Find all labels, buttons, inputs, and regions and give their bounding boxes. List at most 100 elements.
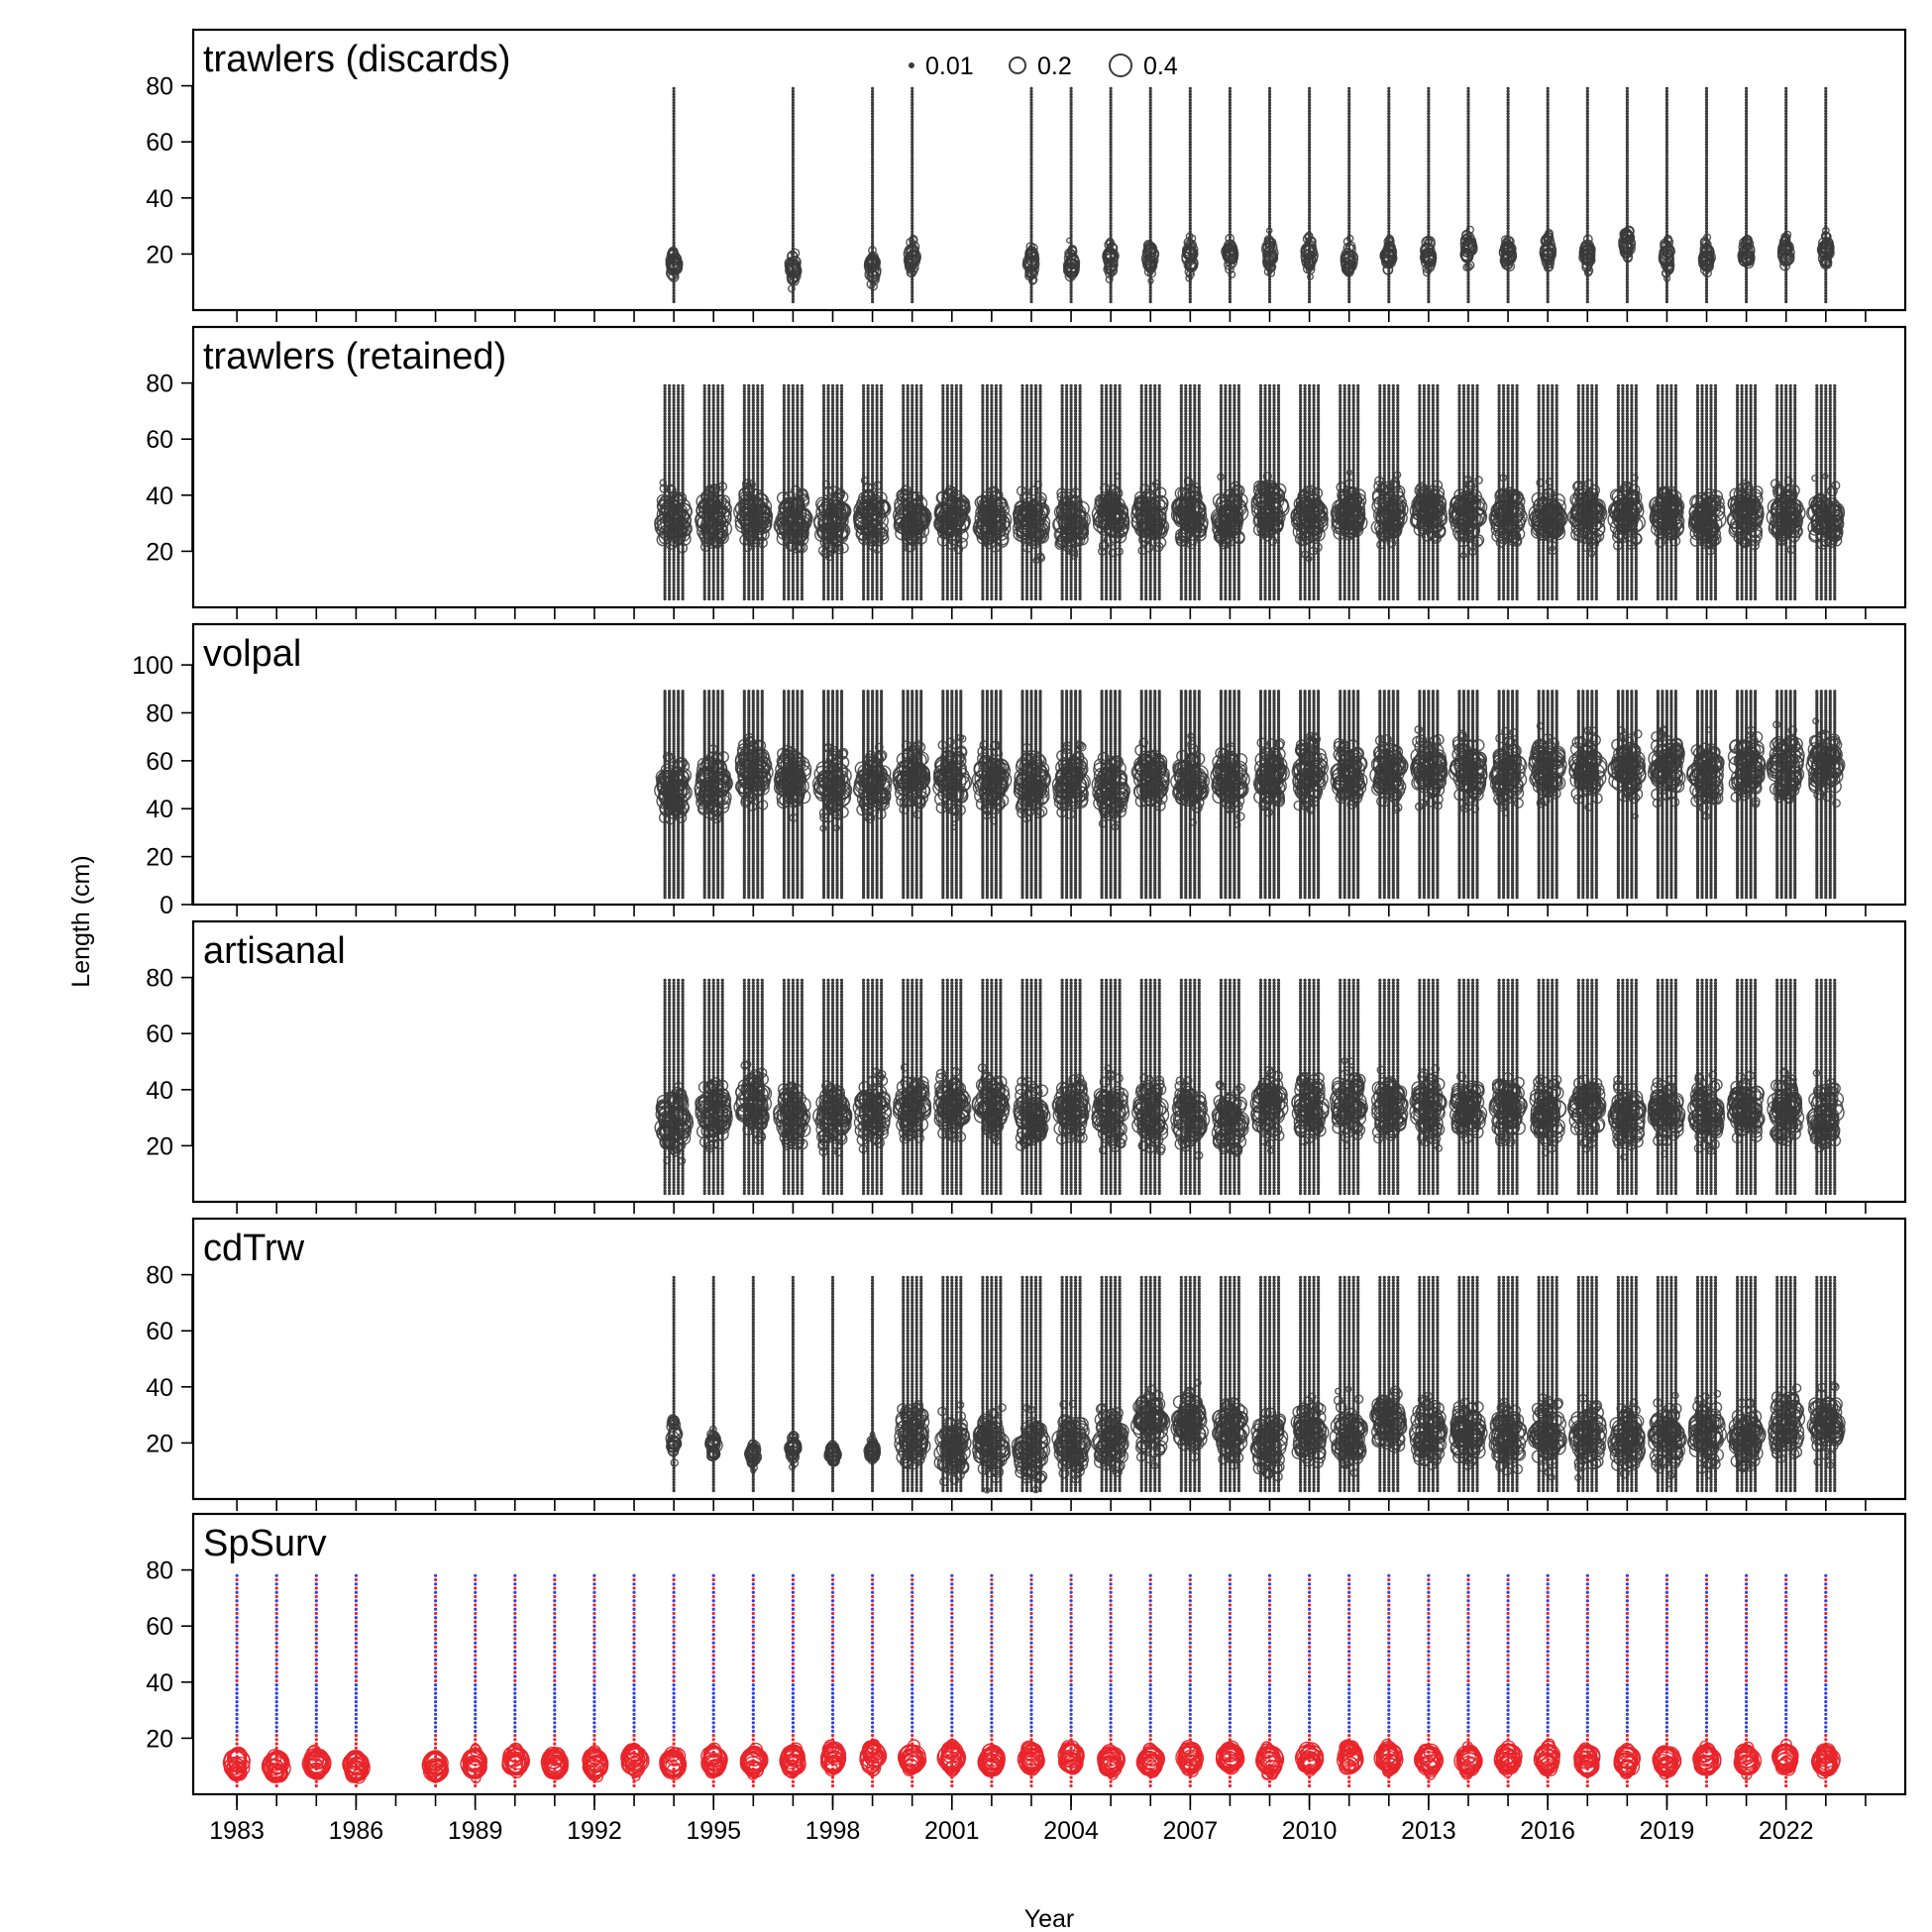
dot	[840, 572, 843, 575]
dot	[673, 446, 676, 449]
dot	[712, 421, 715, 424]
dot	[1665, 155, 1668, 158]
dot	[1347, 104, 1350, 107]
dot	[1586, 208, 1589, 211]
dot	[911, 158, 913, 161]
dot	[1784, 202, 1787, 205]
dot	[792, 398, 795, 401]
dot	[682, 387, 685, 390]
dot	[668, 594, 671, 597]
dot	[712, 597, 715, 600]
dot	[761, 556, 764, 559]
dot	[1824, 121, 1827, 124]
dot	[911, 174, 913, 177]
dot	[1070, 210, 1073, 213]
dot	[721, 547, 724, 550]
dot	[703, 460, 706, 463]
dot	[1070, 286, 1073, 289]
dot	[792, 152, 795, 155]
dot	[1507, 196, 1510, 199]
dot	[1427, 216, 1430, 219]
dot	[1745, 165, 1748, 168]
dot	[761, 452, 764, 455]
dot	[1665, 90, 1668, 93]
dot	[1665, 191, 1668, 194]
dot	[1268, 104, 1271, 107]
dot	[822, 432, 825, 435]
dot	[1547, 205, 1550, 208]
dot	[1586, 216, 1589, 219]
dot	[871, 115, 874, 118]
dot	[911, 165, 913, 168]
dot	[664, 401, 667, 404]
dot	[826, 594, 829, 597]
dot	[1029, 160, 1032, 162]
dot	[1824, 179, 1827, 182]
dot	[822, 401, 825, 404]
dot	[1586, 158, 1589, 161]
dot	[664, 392, 667, 395]
dot	[1586, 149, 1589, 152]
dot	[703, 415, 706, 418]
dot	[664, 418, 667, 421]
dot	[1229, 227, 1232, 230]
dot	[752, 556, 755, 559]
dot	[673, 390, 676, 393]
dot	[1110, 110, 1113, 113]
dot	[826, 384, 829, 387]
dot	[871, 171, 874, 174]
dot	[707, 418, 710, 421]
dot	[1507, 115, 1510, 118]
dot	[1547, 143, 1550, 146]
dot	[703, 418, 706, 421]
dot	[783, 418, 786, 421]
dot	[664, 404, 667, 407]
dot	[1427, 146, 1430, 149]
dot	[707, 390, 710, 393]
dot	[761, 401, 764, 404]
dot	[1626, 121, 1629, 124]
dot	[664, 395, 667, 398]
dot	[673, 558, 676, 561]
dot	[1745, 286, 1748, 289]
dot	[1626, 289, 1629, 292]
dot	[796, 581, 799, 584]
dot	[1665, 146, 1668, 149]
dot	[664, 412, 667, 415]
dot	[822, 438, 825, 441]
dot	[871, 152, 874, 155]
dot	[1626, 93, 1629, 96]
dot	[826, 575, 829, 578]
dot	[1705, 219, 1708, 222]
dot	[752, 387, 755, 390]
dot	[712, 404, 715, 407]
dot	[796, 477, 799, 480]
dot	[783, 558, 786, 561]
dot	[1149, 233, 1152, 236]
dot	[862, 578, 865, 581]
dot	[1507, 90, 1510, 93]
dot	[801, 415, 804, 418]
year-column-2007	[1182, 87, 1198, 303]
dot	[703, 443, 706, 446]
dot	[1586, 188, 1589, 191]
dot	[1705, 98, 1708, 101]
dot	[792, 160, 795, 162]
dot	[831, 435, 834, 438]
dot	[707, 597, 710, 600]
dot	[1705, 280, 1708, 283]
dot	[707, 429, 710, 432]
dot	[783, 553, 786, 556]
dot	[743, 429, 746, 432]
dot	[756, 432, 759, 435]
dot	[1189, 110, 1192, 113]
dot	[761, 483, 764, 485]
dot	[673, 440, 676, 443]
dot	[761, 561, 764, 564]
dot	[712, 432, 715, 435]
dot	[1110, 191, 1113, 194]
dot	[673, 126, 676, 129]
dot	[703, 384, 706, 387]
dot	[1626, 176, 1629, 179]
